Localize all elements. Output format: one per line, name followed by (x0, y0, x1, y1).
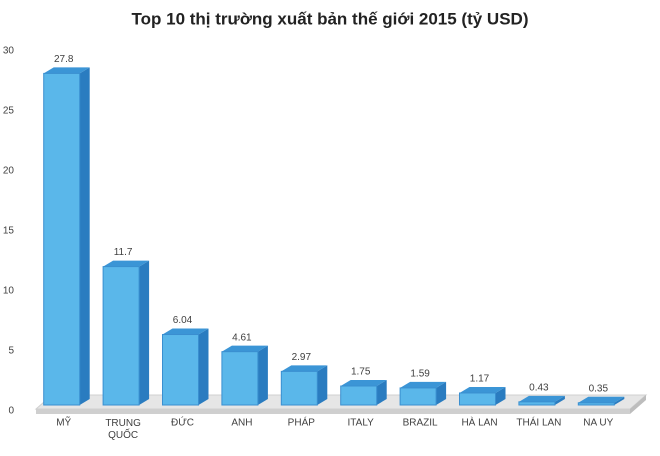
x-tick-label: ANH (231, 418, 252, 429)
bar (102, 266, 140, 406)
bar-top (281, 365, 328, 372)
y-tick-label: 10 (3, 286, 15, 297)
bar-top (578, 396, 625, 403)
bar-side (436, 381, 447, 405)
bar-top (518, 395, 565, 402)
data-label: 27.8 (54, 54, 74, 65)
y-tick-label: 15 (3, 226, 15, 237)
bar-top (340, 380, 387, 386)
bar (518, 401, 556, 406)
bar-side (139, 260, 150, 405)
bar-top (400, 381, 447, 388)
bar-top (162, 328, 209, 335)
y-tick-label: 20 (3, 166, 15, 177)
x-tick-label: BRAZIL (403, 418, 438, 429)
bar-top (459, 386, 506, 393)
bar (280, 370, 318, 406)
x-tick-label: PHÁP (288, 416, 316, 429)
floor-side (630, 395, 646, 414)
bar-top (103, 260, 150, 267)
x-tick-label: THÁI LAN (516, 416, 561, 429)
bar-side (614, 396, 625, 405)
chart-title: Top 10 thị trường xuất bản thế giới 2015… (132, 9, 529, 28)
x-tick-label: NA UY (583, 418, 613, 429)
y-tick-label: 5 (8, 346, 14, 357)
y-tick-label: 25 (3, 106, 15, 117)
y-tick-label: 0 (8, 406, 14, 417)
bar (43, 72, 81, 406)
bar (340, 385, 378, 406)
bar-side (257, 345, 268, 405)
floor-front (36, 409, 630, 414)
data-label: 11.7 (114, 247, 133, 258)
bar (162, 334, 199, 406)
bar-top (221, 345, 268, 352)
bar-side (495, 386, 506, 405)
x-tick-label: ITALY (348, 418, 375, 429)
data-label: 1.59 (410, 369, 430, 380)
bar-side (554, 395, 565, 405)
data-label: 4.61 (232, 332, 252, 343)
x-tick-label: HÀ LAN (461, 416, 497, 429)
data-label: 2.97 (292, 352, 312, 363)
x-tick-label: MỸ (56, 416, 71, 429)
bar (399, 387, 437, 406)
bar (577, 402, 615, 406)
data-label: 1.17 (470, 374, 490, 385)
bar-side (376, 380, 387, 405)
bar (221, 351, 259, 406)
bar-side (79, 67, 90, 406)
data-label: 0.35 (589, 383, 609, 394)
data-label: 0.43 (529, 382, 549, 393)
x-tick-label: ĐỨC (171, 416, 194, 429)
bar-top (43, 67, 90, 74)
x-tick-label: TRUNG QUỐC (105, 418, 141, 441)
bar (459, 392, 496, 406)
data-label: 1.75 (351, 367, 371, 378)
bar-side (317, 365, 328, 405)
bar-side (198, 328, 209, 405)
data-label: 6.04 (173, 315, 193, 326)
y-tick-label: 30 (3, 46, 15, 57)
